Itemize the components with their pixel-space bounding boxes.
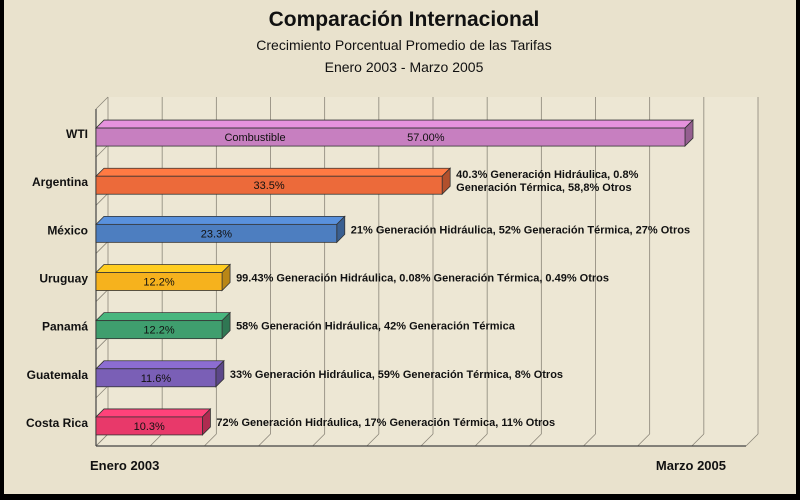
grid-floor-line	[529, 433, 542, 447]
grid-floor-line	[474, 433, 488, 447]
grid-floor-line	[258, 433, 271, 447]
category-label: Uruguay	[39, 272, 88, 286]
bar	[95, 127, 686, 147]
grid-side-line	[95, 193, 109, 206]
bar-value-label: 33.5%	[253, 180, 284, 192]
bar-annotation: 21% Generación Hidráulica, 52% Generació…	[351, 224, 690, 236]
bar-value-label: 10.3%	[134, 421, 165, 433]
category-label: México	[47, 223, 88, 237]
bar-top	[95, 167, 452, 177]
chart-subtitle: Crecimiento Porcentual Promedio de las T…	[256, 37, 552, 53]
bar-chart: WTI 57.00% Combustible Argentina 33.5% 40.3% …	[26, 96, 759, 473]
bar	[95, 175, 443, 195]
grid-floor-line	[583, 433, 596, 447]
bar-value-label: 23.3%	[201, 228, 232, 240]
bar-annotation: 40.3% Generación Hidráulica, 0.8%	[456, 169, 638, 181]
bar	[95, 416, 203, 436]
bar	[95, 223, 338, 243]
grid-floor-line	[366, 433, 380, 447]
bar-annotation: Generación Térmica, 58,8% Otros	[456, 182, 631, 194]
grid-floor-line	[149, 433, 163, 447]
bar-annotation: 99.43% Generación Hidráulica, 0.08% Gene…	[236, 273, 609, 285]
grid-floor-line	[691, 433, 705, 447]
category-label: Guatemala	[27, 368, 89, 382]
chart-title: Comparación Internacional	[268, 8, 540, 31]
x-start-label: Enero 2003	[90, 458, 159, 473]
bar-top	[95, 360, 225, 370]
chart-frame: Comparación Internacional Crecimiento Po…	[4, 0, 796, 494]
bar-value-label: 11.6%	[141, 373, 172, 385]
bar-value-label: 57.00%	[407, 132, 445, 144]
chart-period: Enero 2003 - Marzo 2005	[324, 59, 484, 75]
grid-floor-line	[420, 433, 434, 447]
bar-top	[95, 119, 694, 129]
grid-side-line	[95, 433, 109, 447]
grid-side-line	[95, 289, 109, 302]
category-label: Argentina	[32, 175, 88, 189]
bar-top	[95, 408, 212, 418]
category-label: WTI	[66, 127, 88, 141]
category-label: Costa Rica	[26, 416, 88, 430]
grid-side-line	[95, 96, 109, 110]
grid-side-line	[95, 337, 109, 350]
bar	[95, 320, 223, 340]
category-label: Panamá	[42, 320, 88, 334]
bar-value-label: 12.2%	[143, 277, 174, 289]
grid-floor-line	[637, 433, 650, 447]
bar-value-label: 12.2%	[143, 325, 174, 337]
grid-side-line	[95, 144, 109, 158]
bar-top	[95, 312, 232, 322]
bar-annotation: 58% Generación Hidráulica, 42% Generació…	[236, 321, 516, 333]
bar	[95, 368, 217, 388]
bar-top	[95, 264, 232, 273]
bar-annotation: 72% Generación Hidráulica, 17% Generació…	[216, 417, 555, 429]
bar	[95, 272, 223, 291]
bar-top	[95, 215, 346, 225]
bar-annotation: 33% Generación Hidráulica, 59% Generació…	[230, 369, 563, 381]
bar-inner-label: Combustible	[224, 132, 285, 144]
grid-side-line	[95, 385, 109, 399]
x-end-label: Marzo 2005	[656, 458, 726, 473]
grid-floor-line	[204, 433, 217, 447]
grid-floor-line	[312, 433, 325, 447]
grid-floor-line	[745, 433, 759, 447]
grid-side-line	[95, 241, 109, 254]
